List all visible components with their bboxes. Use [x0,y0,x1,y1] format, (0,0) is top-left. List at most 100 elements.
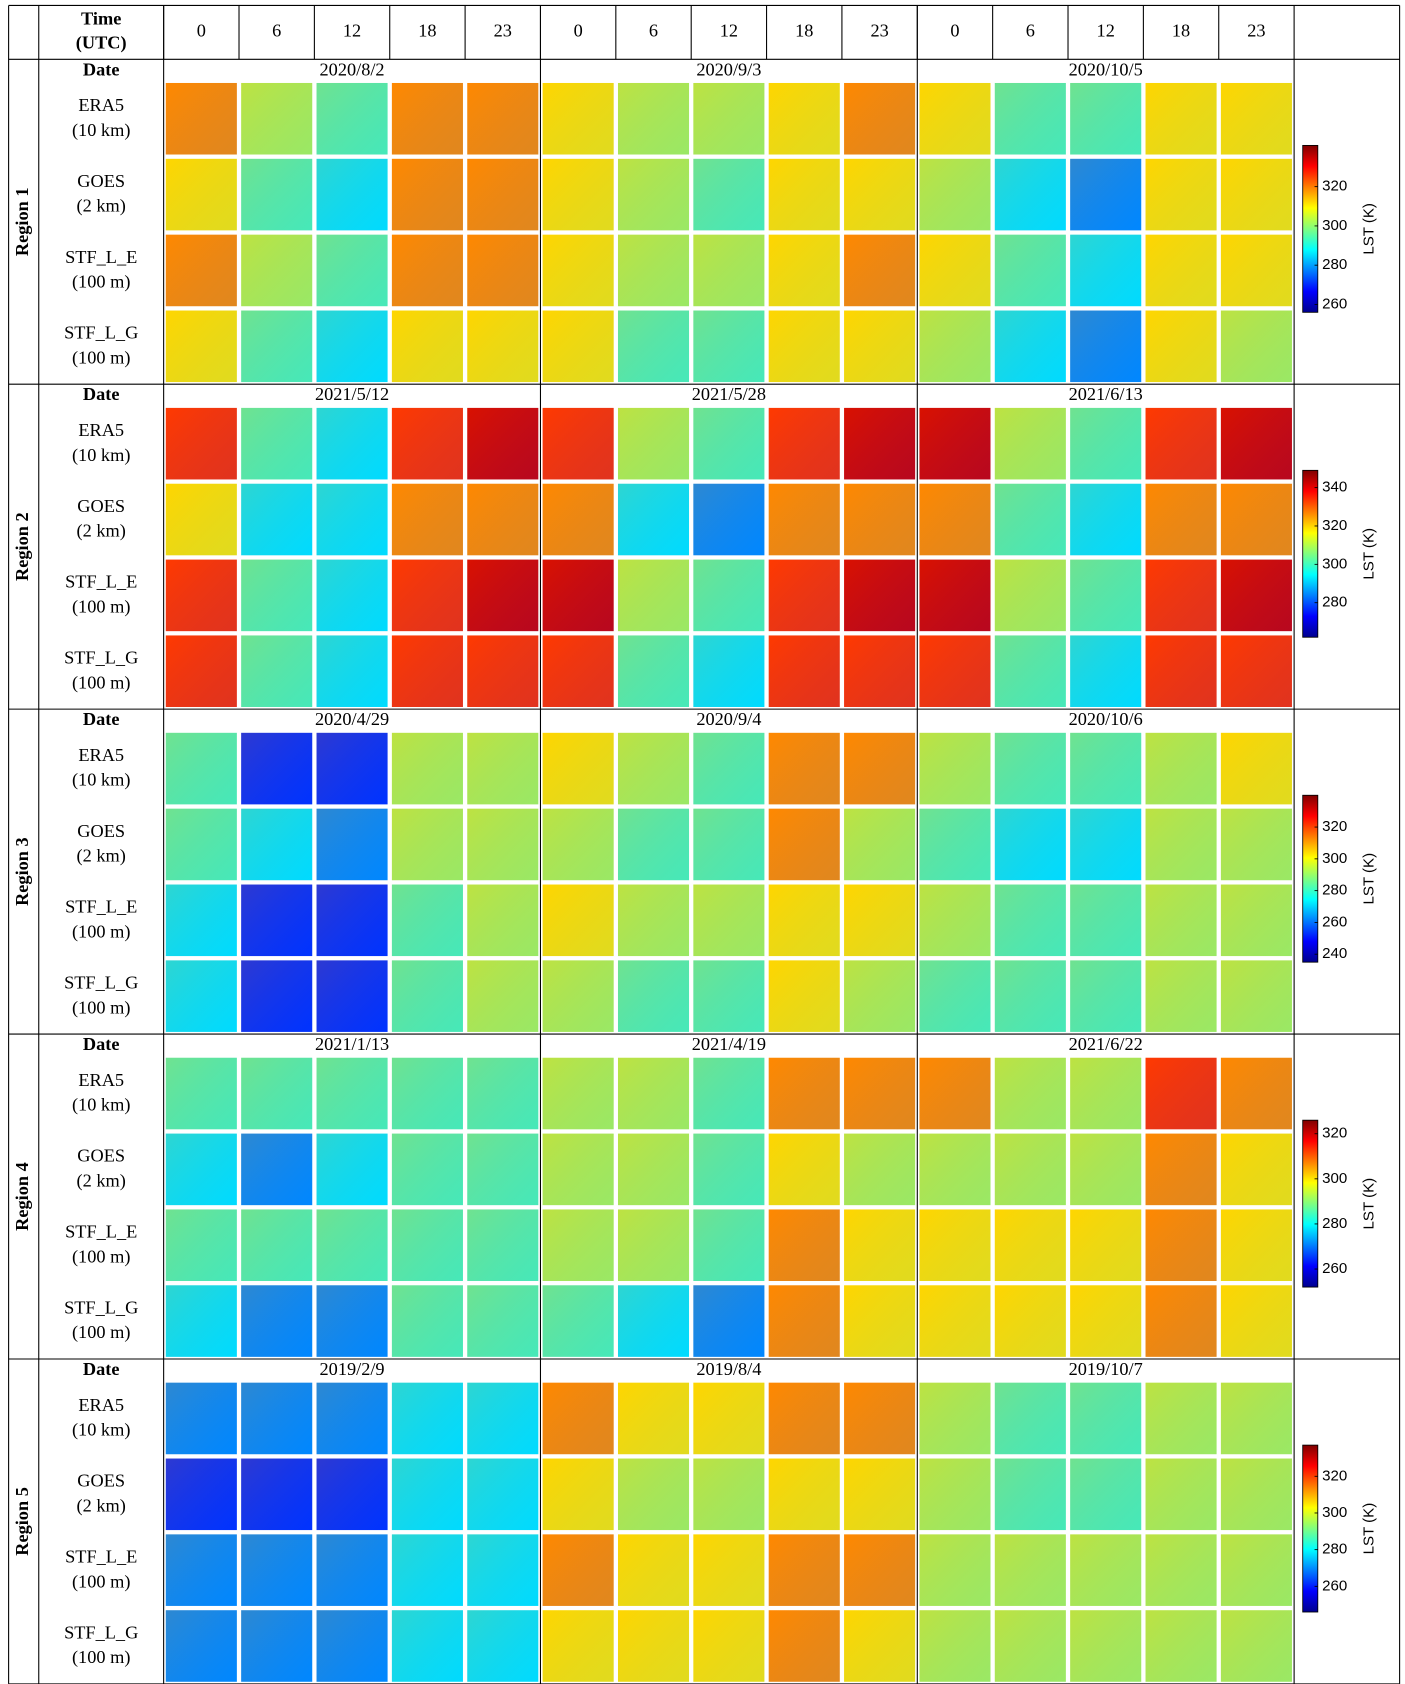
thumbnail-shade [844,809,915,881]
thumbnail-shade [166,311,237,383]
thumbnail-shade [693,484,764,556]
thumbnail-shade [919,635,990,707]
colorbar-tick-label: 300 [1322,217,1347,234]
thumbnail-shade [1146,311,1217,383]
hour-label: 18 [1172,21,1190,41]
thumbnail-shade [166,408,237,480]
row-label: (100 m) [72,1571,130,1592]
row-label: GOES [77,496,125,516]
thumbnail-shade [693,83,764,155]
row-label: ERA5 [78,1070,124,1090]
thumbnail-shade [317,408,388,480]
row-label: ERA5 [78,1395,124,1415]
thumbnail-shade [693,560,764,632]
thumbnail-shade [769,83,840,155]
thumbnail-shade [317,1459,388,1531]
colorbar-tick-label: 320 [1322,178,1347,195]
thumbnail-shade [392,235,463,307]
thumbnail-shade [844,960,915,1032]
thumbnail-shade [618,1534,689,1606]
thumbnail-shade [392,1209,463,1281]
thumbnail-shade [166,1285,237,1357]
thumbnail-shade [467,1134,538,1206]
thumbnail-shade [995,408,1066,480]
thumbnail-shade [693,960,764,1032]
thumbnail-shade [1070,885,1141,957]
thumbnail-shade [1070,809,1141,881]
thumbnail-shade [543,484,614,556]
thumbnail-shade [241,1058,312,1130]
thumbnail-shade [1221,1459,1292,1531]
thumbnail-shade [317,733,388,805]
row-label: (100 m) [72,596,130,617]
thumbnail-shade [241,1383,312,1455]
thumbnail-shade [1070,1058,1141,1130]
thumbnail-shade [467,83,538,155]
thumbnail-shade [995,1285,1066,1357]
thumbnail-shade [1146,809,1217,881]
thumbnail-shade [618,809,689,881]
thumbnail-shade [995,484,1066,556]
thumbnail-shade [1070,408,1141,480]
thumbnail-shade [844,1383,915,1455]
thumbnail-shade [844,733,915,805]
thumbnail-shade [769,235,840,307]
thumbnail-shade [241,159,312,231]
thumbnail-shade [317,1534,388,1606]
thumbnail-shade [166,159,237,231]
thumbnail-shade [995,83,1066,155]
thumbnail-shade [693,311,764,383]
row-label: (2 km) [77,1495,126,1516]
thumbnail-shade [618,235,689,307]
colorbar-tick-label: 320 [1322,1467,1347,1484]
colorbar-tick-label: 260 [1322,913,1347,930]
thumbnail-shade [919,1058,990,1130]
thumbnail-shade [543,809,614,881]
thumbnail-shade [919,960,990,1032]
thumbnail-shade [618,159,689,231]
row-label: (2 km) [77,846,126,867]
row-label: (10 km) [72,1095,130,1116]
thumbnail-shade [769,1058,840,1130]
row-label: (100 m) [72,921,130,942]
thumbnail-shade [693,159,764,231]
page: {"header": {"time_label": ["Time", "(UTC… [0,0,1405,1684]
thumbnail-shade [844,484,915,556]
thumbnail-shade [543,408,614,480]
thumbnail-shade [543,635,614,707]
thumbnail-shade [1221,235,1292,307]
thumbnail-shade [166,560,237,632]
thumbnail-shade [543,1285,614,1357]
thumbnail-shade [769,1459,840,1531]
thumbnail-shade [769,560,840,632]
thumbnail-shade [392,484,463,556]
thumbnail-shade [241,733,312,805]
date-label: Date [83,1359,120,1379]
thumbnail-shade [618,1285,689,1357]
thumbnail-shade [392,83,463,155]
date: 2020/10/5 [1069,59,1143,79]
date-label: Date [83,384,120,404]
thumbnail-shade [1070,235,1141,307]
thumbnail-shade [919,83,990,155]
row-label: (2 km) [77,1170,126,1191]
date: 2020/9/3 [696,59,761,79]
thumbnail-shade [166,809,237,881]
thumbnail-shade [317,1610,388,1682]
hour-label: 18 [795,21,813,41]
date: 2020/10/6 [1069,709,1143,729]
thumbnail-shade [1146,1610,1217,1682]
row-label: STF_L_G [64,1622,138,1642]
date: 2019/8/4 [696,1359,761,1379]
thumbnail-shade [995,635,1066,707]
thumbnail-shade [241,235,312,307]
thumbnail-shade [1070,1209,1141,1281]
hour-label: 12 [343,21,361,41]
thumbnail-shade [1221,484,1292,556]
date: 2021/1/13 [315,1034,389,1054]
thumbnail-shade [166,733,237,805]
thumbnail-shade [241,635,312,707]
thumbnail-shade [995,1534,1066,1606]
thumbnail-shade [919,311,990,383]
thumbnail-shade [919,1534,990,1606]
